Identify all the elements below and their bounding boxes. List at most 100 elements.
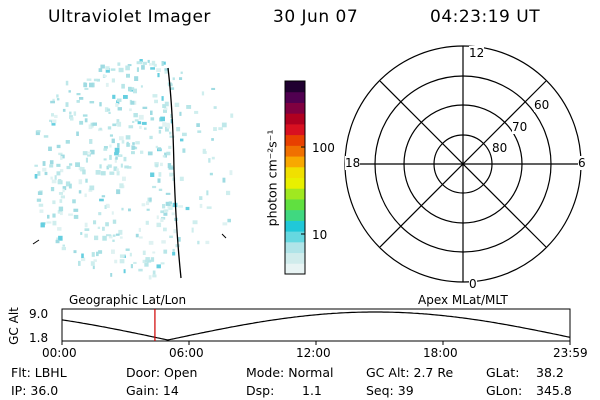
aurora-dot xyxy=(158,129,162,134)
aurora-dot xyxy=(125,65,130,71)
aurora-dot xyxy=(146,201,150,206)
aurora-dot xyxy=(108,234,113,239)
aurora-dot xyxy=(47,214,50,219)
aurora-dot xyxy=(149,135,153,140)
aurora-dot xyxy=(100,171,106,176)
aurora-dot xyxy=(62,188,65,193)
aurora-dot xyxy=(205,240,210,245)
aurora-dot xyxy=(86,78,92,81)
aurora-dot xyxy=(51,121,56,126)
aurora-dot xyxy=(158,172,162,177)
colorbar-segment xyxy=(285,209,305,221)
aurora-dot xyxy=(168,166,174,170)
colorbar-segment xyxy=(285,252,305,264)
aurora-dot xyxy=(38,203,44,207)
aurora-dot xyxy=(173,229,178,234)
aurora-dot xyxy=(111,78,115,83)
aurora-dot xyxy=(54,175,57,180)
aurora-dot xyxy=(104,205,107,209)
aurora-dot xyxy=(110,273,113,277)
aurora-dot xyxy=(147,151,153,156)
aurora-dot xyxy=(150,67,155,70)
aurora-dot xyxy=(111,138,115,144)
info-seq: Seq: 39 xyxy=(366,383,414,398)
aurora-dot xyxy=(66,165,71,170)
aurora-dot xyxy=(222,177,226,183)
aurora-dot xyxy=(134,146,138,150)
aurora-dot xyxy=(51,179,57,184)
aurora-dot xyxy=(80,232,83,235)
aurora-dot xyxy=(99,198,104,202)
polar-label-60: 60 xyxy=(534,98,550,112)
aurora-dot xyxy=(134,119,139,122)
aurora-dot xyxy=(152,185,157,189)
aurora-dot xyxy=(105,222,109,227)
aurora-dot xyxy=(42,161,46,166)
aurora-dot xyxy=(221,122,227,128)
aurora-dot xyxy=(59,199,63,203)
aurora-dot xyxy=(82,169,86,175)
aurora-dot xyxy=(162,104,167,108)
aurora-dot xyxy=(161,96,164,101)
aurora-dot xyxy=(95,170,101,175)
aurora-dot xyxy=(160,218,164,222)
info-dsp-label: Dsp: xyxy=(246,383,275,398)
aurora-dot xyxy=(179,111,182,116)
aurora-dot xyxy=(50,100,55,104)
aurora-dot xyxy=(163,123,166,127)
aurora-dot xyxy=(178,205,183,208)
aurora-dot xyxy=(129,99,132,105)
colorbar-segment xyxy=(285,91,305,103)
aurora-dot xyxy=(98,68,103,72)
aurora-dot xyxy=(123,269,126,274)
aurora-dot xyxy=(154,99,158,104)
aurora-dot xyxy=(105,82,109,87)
aurora-dot xyxy=(117,143,120,148)
aurora-dot xyxy=(135,233,139,238)
colorbar-segment xyxy=(285,198,305,211)
aurora-dot xyxy=(133,261,137,264)
aurora-dot xyxy=(98,212,102,216)
aurora-dot xyxy=(165,122,170,127)
info-glon-label: GLon: xyxy=(486,383,523,398)
aurora-dot xyxy=(79,120,84,125)
colorbar-segment xyxy=(285,188,305,200)
aurora-dot xyxy=(136,67,139,72)
aurora-dot xyxy=(145,257,150,261)
aurora-dot xyxy=(206,190,209,196)
aurora-dot xyxy=(139,59,143,63)
aurora-dot xyxy=(160,210,164,214)
aurora-dot xyxy=(155,145,158,149)
aurora-dot xyxy=(119,236,123,239)
aurora-dot xyxy=(56,163,61,167)
aurora-dot xyxy=(58,206,64,212)
aurora-dot xyxy=(147,59,150,63)
aurora-dot xyxy=(164,101,169,107)
aurora-dot xyxy=(222,222,228,226)
colorbar-segment xyxy=(285,145,305,157)
aurora-dot xyxy=(88,188,93,192)
aurora-dot xyxy=(162,155,166,158)
info-door: Door: Open xyxy=(126,365,198,380)
aurora-dot xyxy=(119,183,124,189)
polar-label-80: 80 xyxy=(492,141,508,155)
aurora-dot xyxy=(160,162,163,167)
aurora-dot xyxy=(157,147,162,151)
aurora-dot xyxy=(50,187,55,192)
aurora-dot xyxy=(125,248,130,251)
aurora-dot xyxy=(52,119,57,124)
aurora-dot xyxy=(34,174,38,179)
aurora-dot xyxy=(113,234,116,237)
aurora-dot xyxy=(99,164,102,169)
aurora-dot xyxy=(114,158,117,163)
aurora-dot xyxy=(123,156,127,162)
aurora-dot xyxy=(148,275,152,280)
colorbar-segment xyxy=(285,263,305,275)
aurora-dot xyxy=(152,251,156,254)
timeline-frame xyxy=(61,308,571,342)
aurora-dot xyxy=(116,170,120,176)
aurora-dot xyxy=(65,181,71,187)
aurora-dot xyxy=(62,244,65,247)
aurora-dot xyxy=(211,138,214,141)
